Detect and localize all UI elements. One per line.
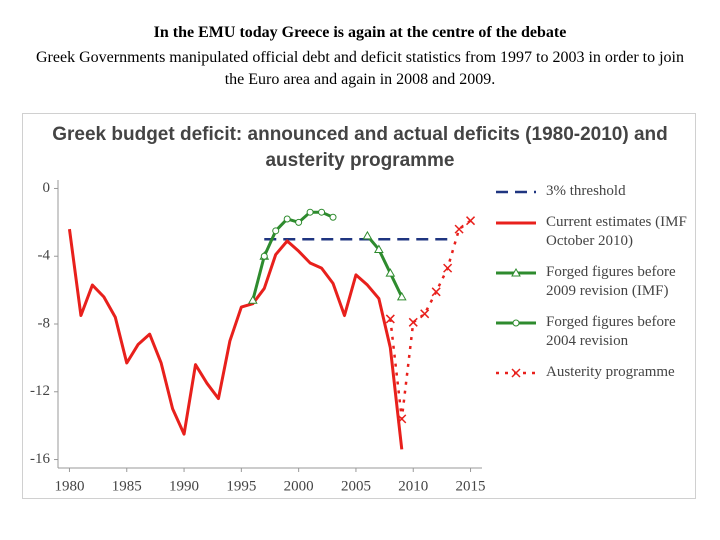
marker xyxy=(466,216,476,226)
marker xyxy=(408,317,418,327)
legend-label: 3% threshold xyxy=(546,183,626,199)
marker xyxy=(329,213,337,221)
y-tick-label: -4 xyxy=(38,248,51,264)
legend-label: Current estimates (IMF October 2010) xyxy=(546,214,687,249)
marker xyxy=(362,230,373,240)
marker xyxy=(396,291,407,301)
marker xyxy=(295,218,303,226)
marker xyxy=(318,208,326,216)
legend-swatch xyxy=(496,319,536,327)
marker xyxy=(420,309,430,319)
legend-label: Forged figures before 2004 revision xyxy=(546,314,676,349)
series-line xyxy=(389,219,472,421)
marker xyxy=(260,252,268,260)
x-tick-label: 2005 xyxy=(341,478,371,494)
marker xyxy=(374,244,384,253)
marker xyxy=(511,368,521,378)
x-tick-label: 1990 xyxy=(169,478,199,494)
x-tick-label: 1995 xyxy=(226,478,256,494)
marker xyxy=(443,263,453,273)
marker xyxy=(272,227,280,235)
legend-swatch xyxy=(496,190,536,194)
y-tick-label: -8 xyxy=(38,315,51,331)
x-tick-label: 2000 xyxy=(284,478,314,494)
y-tick-label: -12 xyxy=(30,383,50,399)
marker xyxy=(385,314,395,324)
x-tick-label: 1980 xyxy=(54,478,84,494)
marker xyxy=(385,268,396,277)
heading: In the EMU today Greece is again at the … xyxy=(153,24,567,41)
marker xyxy=(454,224,464,234)
y-tick-label: 0 xyxy=(43,180,51,196)
marker xyxy=(511,267,521,277)
series-line xyxy=(67,228,404,450)
legend-label: Forged figures before 2009 revision (IMF… xyxy=(546,264,676,299)
legend-swatch xyxy=(496,221,536,225)
x-tick-label: 2015 xyxy=(456,478,486,494)
chart-title: Greek budget deficit: announced and actu… xyxy=(52,124,668,171)
legend-swatch xyxy=(496,368,536,378)
legend-swatch xyxy=(496,267,536,277)
marker xyxy=(512,319,520,327)
legend-entry: Current estimates (IMF October 2010) xyxy=(492,213,692,251)
chart-frame xyxy=(22,113,696,499)
subheading: Greek Governments manipulated official d… xyxy=(36,49,684,88)
legend: 3% threshold Current estimates (IMF Octob… xyxy=(492,182,692,394)
marker xyxy=(431,287,441,297)
y-tick-label: -16 xyxy=(30,451,50,467)
x-tick-label: 1985 xyxy=(112,478,142,494)
marker xyxy=(306,208,314,216)
x-tick-label: 2010 xyxy=(398,478,428,494)
legend-entry: Forged figures before 2004 revision xyxy=(492,313,692,351)
marker xyxy=(247,295,258,304)
marker xyxy=(397,414,407,424)
series-line xyxy=(251,234,404,301)
legend-entry: Forged figures before 2009 revision (IMF… xyxy=(492,263,692,301)
marker xyxy=(283,215,291,223)
legend-label: Austerity programme xyxy=(546,364,675,380)
legend-entry: Austerity programme xyxy=(492,363,692,382)
legend-entry: 3% threshold xyxy=(492,182,692,201)
